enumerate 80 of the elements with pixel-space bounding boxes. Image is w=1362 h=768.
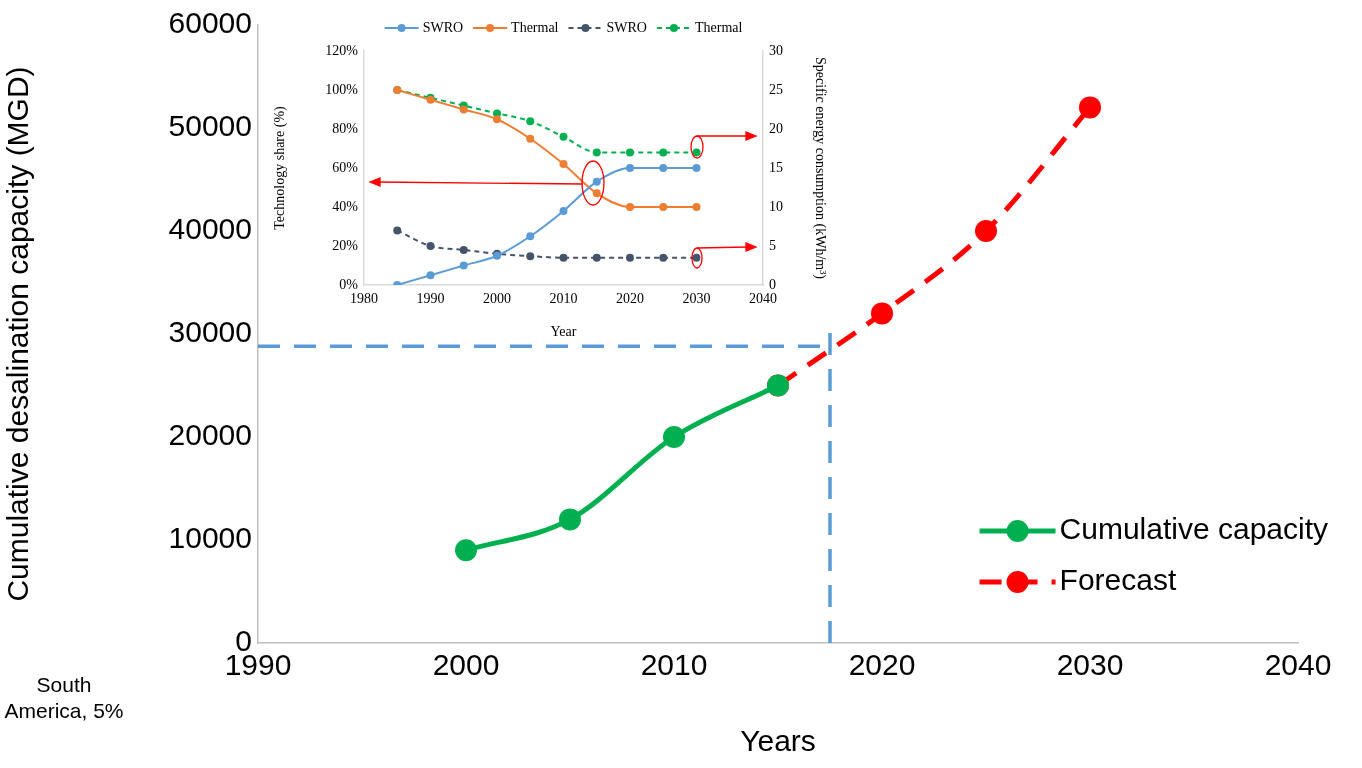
point <box>592 177 601 186</box>
y2-tick-label: 15 <box>769 159 783 175</box>
point <box>526 117 535 126</box>
point <box>663 426 685 448</box>
point <box>626 164 634 172</box>
y-tick-label: 30000 <box>168 315 252 349</box>
y2-tick-label: 20 <box>769 120 783 136</box>
point <box>455 539 477 562</box>
x-tick-label: 2030 <box>1056 648 1124 682</box>
legend-label: SWRO <box>422 19 464 35</box>
x-tick-label: 2020 <box>848 648 916 682</box>
point <box>626 148 634 157</box>
y2-axis-title: Specific energy consumption (kWh/m³) <box>812 56 829 280</box>
point <box>626 203 634 211</box>
y-tick-label: 40% <box>332 198 359 214</box>
y-axis-title: Technology share (%) <box>271 105 288 230</box>
legend-label: Thermal <box>694 19 743 35</box>
x-axis-title: Year <box>550 323 577 339</box>
point <box>426 271 435 280</box>
text: South America, 5% <box>3 672 125 724</box>
point <box>559 508 581 531</box>
point <box>592 148 601 157</box>
x-tick-label: 2030 <box>682 291 711 307</box>
point <box>526 232 535 241</box>
point <box>871 302 893 325</box>
legend-label: Cumulative capacity <box>1059 512 1329 546</box>
x-axis-title: Years <box>740 724 816 758</box>
y-tick-label: 100% <box>325 81 359 97</box>
point <box>559 253 568 262</box>
point <box>526 134 535 143</box>
x-tick-label: 1990 <box>416 291 445 307</box>
y-tick-label: 60000 <box>168 6 252 40</box>
x-tick-label: 2040 <box>749 291 777 307</box>
x-tick-label: 2040 <box>1264 648 1332 682</box>
point <box>559 132 568 141</box>
x-tick-label: 2010 <box>640 648 708 682</box>
y-tick-label: 50000 <box>168 109 252 143</box>
point <box>659 253 668 262</box>
y2-tick-label: 10 <box>769 198 783 214</box>
y-tick-label: 20% <box>332 237 359 253</box>
point <box>626 253 634 262</box>
legend-label: Thermal <box>511 19 559 35</box>
x-tick-label: 1980 <box>350 291 378 307</box>
point <box>592 253 601 262</box>
point <box>692 148 701 157</box>
y-tick-label: 10000 <box>168 521 252 555</box>
point <box>459 105 468 114</box>
y-tick-label: 60% <box>332 159 359 175</box>
point <box>975 220 997 242</box>
y-axis-title: Cumulative desalination capacity (MGD) <box>0 66 34 602</box>
x-tick-label: 2000 <box>483 291 511 307</box>
y2-tick-label: 5 <box>769 237 776 253</box>
y2-tick-label: 25 <box>769 81 783 97</box>
point <box>459 245 468 254</box>
point <box>526 252 535 261</box>
y-tick-label: 20000 <box>168 418 252 452</box>
point <box>692 164 701 172</box>
point <box>592 189 601 198</box>
point <box>559 160 568 169</box>
point <box>393 226 402 235</box>
y-tick-label: 120% <box>325 42 359 58</box>
y-tick-label: 40000 <box>168 212 252 246</box>
point <box>493 115 501 124</box>
x-tick-label: 2000 <box>432 648 500 682</box>
legend-label: Forecast <box>1059 563 1177 597</box>
y-tick-label: 0% <box>339 276 359 292</box>
legend-label: SWRO <box>606 19 647 35</box>
y2-tick-label: 0 <box>769 276 776 292</box>
point <box>692 203 701 211</box>
point <box>426 242 435 250</box>
x-tick-label: 2020 <box>616 291 644 307</box>
point <box>659 148 668 157</box>
point <box>659 164 668 172</box>
y2-tick-label: 30 <box>769 42 783 58</box>
point <box>459 261 468 270</box>
point <box>659 203 668 211</box>
y-tick-label: 80% <box>332 120 359 136</box>
point <box>559 206 568 215</box>
x-tick-label: 2010 <box>549 291 578 307</box>
point <box>1079 96 1101 119</box>
